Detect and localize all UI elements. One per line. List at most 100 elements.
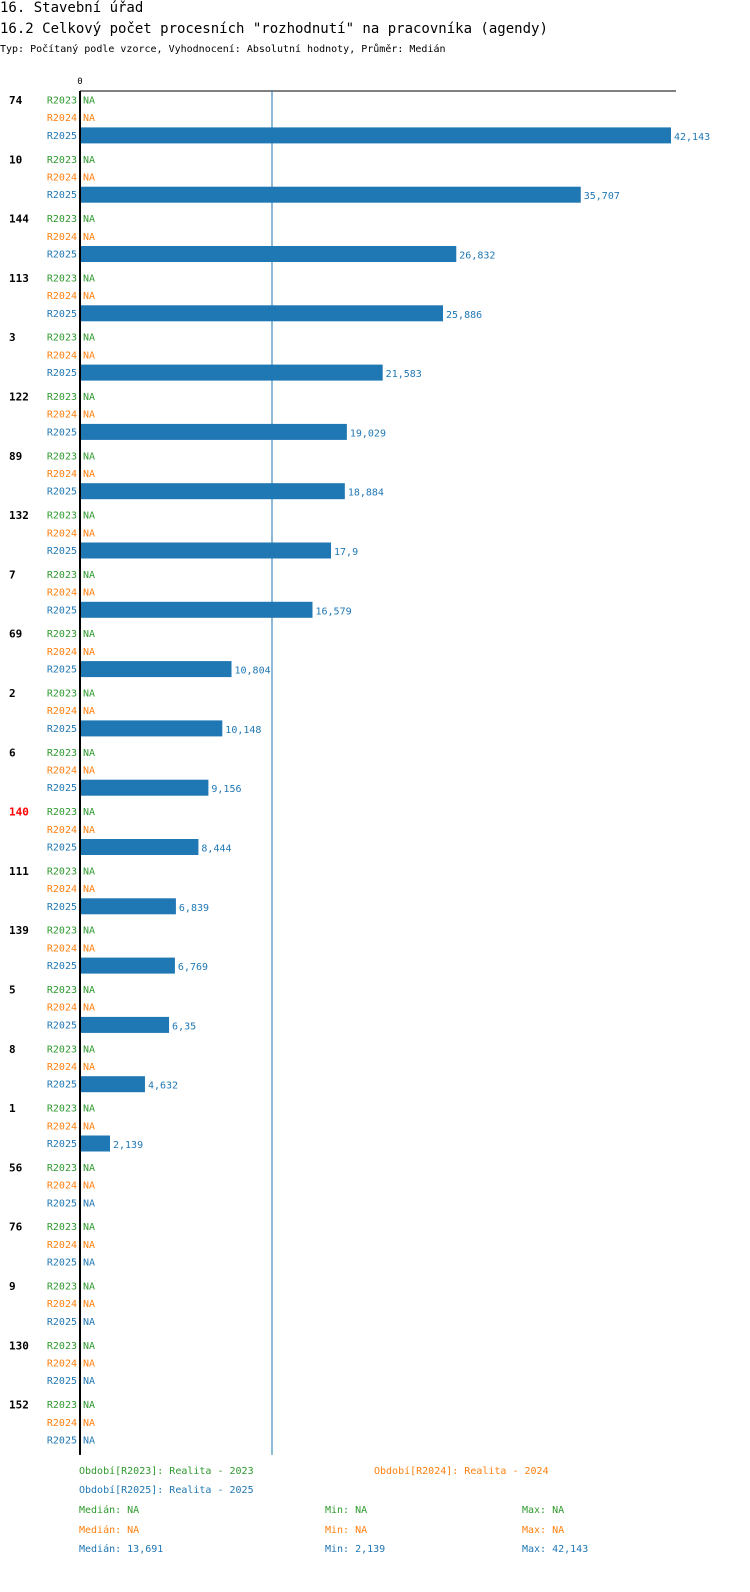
legend-period-2024: Období[R2024]: Realita - 2024 — [374, 1466, 549, 1477]
na-label: NA — [83, 451, 95, 462]
stat-max-2023: Max: NA — [522, 1505, 565, 1516]
series-label: R2024 — [47, 1181, 77, 1192]
na-label: NA — [83, 570, 95, 581]
data-label: 4,632 — [148, 1081, 178, 1092]
na-label: NA — [83, 1240, 95, 1251]
bar — [80, 898, 176, 915]
data-label: 6,769 — [178, 962, 208, 973]
na-label: NA — [83, 825, 95, 836]
series-label: R2024 — [47, 113, 77, 124]
series-label: R2025 — [47, 783, 77, 794]
na-label: NA — [83, 511, 95, 522]
series-label: R2023 — [47, 1222, 77, 1233]
bar — [80, 1135, 110, 1152]
category-label: 132 — [9, 509, 29, 522]
category-label: 9 — [9, 1280, 16, 1293]
series-label: R2023 — [47, 333, 77, 344]
na-label: NA — [83, 1104, 95, 1115]
series-label: R2023 — [47, 214, 77, 225]
na-label: NA — [83, 866, 95, 877]
series-label: R2025 — [47, 250, 77, 261]
data-label: 8,444 — [201, 844, 231, 855]
na-label: NA — [83, 943, 95, 954]
bar — [80, 661, 232, 678]
category-label: 69 — [9, 628, 22, 641]
na-label: NA — [83, 410, 95, 421]
na-label: NA — [83, 985, 95, 996]
category-label: 10 — [9, 153, 22, 166]
na-label: NA — [83, 689, 95, 700]
na-label: NA — [83, 1163, 95, 1174]
series-label: R2023 — [47, 1044, 77, 1055]
series-label: R2025 — [47, 1258, 77, 1269]
page-title: 16. Stavební úřad — [0, 0, 144, 16]
category-label: 139 — [9, 924, 29, 937]
category-label: 113 — [9, 272, 29, 285]
series-label: R2024 — [47, 1299, 77, 1310]
category-label: 76 — [9, 1221, 23, 1234]
series-label: R2025 — [47, 902, 77, 913]
series-label: R2024 — [47, 350, 77, 361]
series-label: R2023 — [47, 689, 77, 700]
na-label: NA — [83, 588, 95, 599]
series-label: R2023 — [47, 155, 77, 166]
data-label: 2,139 — [113, 1140, 143, 1151]
series-label: R2023 — [47, 1163, 77, 1174]
data-label: 26,832 — [459, 251, 495, 262]
na-label: NA — [83, 1418, 95, 1429]
data-label: 42,143 — [674, 132, 710, 143]
na-label: NA — [83, 469, 95, 480]
series-label: R2023 — [47, 748, 77, 759]
series-label: R2025 — [47, 131, 77, 142]
na-label: NA — [83, 333, 95, 344]
series-label: R2023 — [47, 451, 77, 462]
stat-max-2025: Max: 42,143 — [522, 1544, 589, 1555]
data-label: 16,579 — [315, 606, 351, 617]
series-label: R2025 — [47, 605, 77, 616]
series-label: R2024 — [47, 173, 77, 184]
chart-meta: Typ: Počítaný podle vzorce, Vyhodnocení:… — [0, 44, 446, 55]
data-label: 19,029 — [350, 428, 386, 439]
bar — [80, 957, 175, 974]
series-label: R2025 — [47, 1020, 77, 1031]
series-label: R2024 — [47, 232, 77, 243]
series-label: R2024 — [47, 647, 77, 658]
na-label: NA — [83, 748, 95, 759]
bar — [80, 1076, 145, 1093]
legend-period-2025: Období[R2025]: Realita - 2025 — [79, 1485, 254, 1496]
category-label: 6 — [9, 746, 16, 759]
series-label: R2023 — [47, 1341, 77, 1352]
bar — [80, 601, 313, 618]
na-label: NA — [83, 926, 95, 937]
bar — [80, 839, 199, 855]
bar — [80, 720, 223, 737]
series-label: R2025 — [47, 665, 77, 676]
na-label: NA — [83, 647, 95, 658]
stat-median-2025: Medián: 13,691 — [79, 1544, 164, 1555]
na-label: NA — [83, 350, 95, 361]
category-label: 7 — [9, 568, 16, 581]
series-label: R2023 — [47, 985, 77, 996]
bar — [80, 364, 383, 381]
data-label: 35,707 — [584, 191, 620, 202]
series-label: R2025 — [47, 843, 77, 854]
series-label: R2024 — [47, 410, 77, 421]
category-label: 8 — [9, 1043, 16, 1056]
na-label: NA — [83, 232, 95, 243]
series-label: R2025 — [47, 1376, 77, 1387]
stat-min-2023: Min: NA — [325, 1505, 368, 1516]
stat-median-2023: Medián: NA — [79, 1505, 140, 1516]
data-label: 18,884 — [348, 488, 384, 499]
na-label: NA — [83, 528, 95, 539]
na-label: NA — [83, 1436, 95, 1447]
na-label: NA — [83, 1222, 95, 1233]
series-label: R2025 — [47, 427, 77, 438]
bar — [80, 246, 457, 262]
na-label: NA — [83, 1181, 95, 1192]
series-label: R2024 — [47, 766, 77, 777]
series-label: R2023 — [47, 1400, 77, 1411]
series-label: R2024 — [47, 943, 77, 954]
series-label: R2025 — [47, 961, 77, 972]
series-label: R2025 — [47, 1139, 77, 1150]
series-label: R2023 — [47, 511, 77, 522]
